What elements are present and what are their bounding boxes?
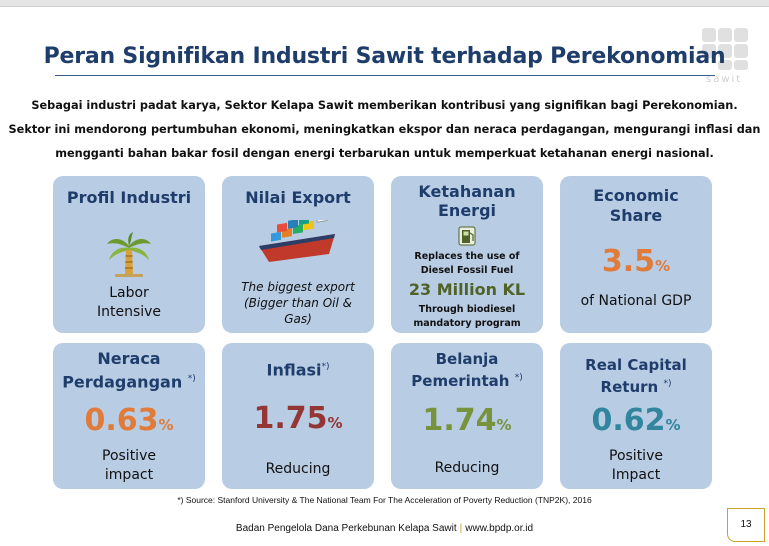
footnote-mark: *) <box>321 362 330 372</box>
card-text: impact <box>104 467 154 483</box>
title-text: Inflasi <box>266 360 322 380</box>
card-title: Perdagangan *) <box>53 369 205 392</box>
intro-line: mengganti bahan bakar fosil dengan energ… <box>55 147 714 160</box>
value-number: 1.74 <box>422 403 497 438</box>
source-footnote: *) Source: Stanford University & The Nat… <box>177 495 592 505</box>
card-text: Replaces the use of <box>414 251 520 262</box>
card-text: The biggest export <box>241 280 355 294</box>
logo-text: sawit <box>706 74 743 85</box>
trade-balance-value: 0.63% <box>53 403 205 438</box>
footnote-mark: *) <box>663 379 672 389</box>
palm-tree-icon <box>107 232 151 277</box>
logo-square <box>734 28 748 42</box>
card-title: Ketahanan <box>418 182 516 201</box>
card-title: Inflasi*) <box>222 357 374 380</box>
card-title: Belanja <box>435 350 499 368</box>
card-ketahanan-energi: Ketahanan Energi Replaces the use of Die… <box>391 176 543 333</box>
inflation-value: 1.75% <box>222 401 374 436</box>
card-title: Real Capital <box>585 356 687 374</box>
card-text: Intensive <box>96 304 162 320</box>
card-text: Diesel Fossil Fuel <box>420 265 514 276</box>
value-unit: % <box>655 257 671 275</box>
title-text: Pemerintah <box>411 372 510 390</box>
gdp-share-value: 3.5% <box>560 244 712 279</box>
card-title: Profil Industri <box>66 188 192 207</box>
card-text: Positive <box>609 448 663 464</box>
value-number: 1.75 <box>253 401 328 436</box>
title-text: Return <box>600 378 659 396</box>
card-text: Labor <box>109 285 149 301</box>
title-text: Perdagangan <box>62 372 183 392</box>
value-unit: % <box>496 416 512 434</box>
card-title: Nilai Export <box>245 188 351 207</box>
footer-separator: | <box>459 523 463 534</box>
card-text: Gas) <box>284 312 312 326</box>
value-unit: % <box>327 414 343 432</box>
card-title: Pemerintah *) <box>391 368 543 391</box>
card-title: Share <box>609 206 663 225</box>
card-title: Energi <box>438 201 496 220</box>
value-number: 3.5 <box>601 244 656 279</box>
card-text: Through biodiesel <box>418 304 516 315</box>
card-text: Reducing <box>434 460 500 476</box>
page-number-box: 13 <box>727 508 765 542</box>
card-real-capital-return: Real Capital Return *) 0.62% Positive Im… <box>560 343 712 489</box>
card-nilai-export: Nilai Export The biggest export (Bigger … <box>222 176 374 333</box>
value-number: 0.62 <box>591 403 666 438</box>
footer-url[interactable]: www.bpdp.or.id <box>465 523 534 534</box>
card-neraca-perdagangan: Neraca Perdagangan *) 0.63% Positive imp… <box>53 343 205 489</box>
card-belanja-pemerintah: Belanja Pemerintah *) 1.74% Reducing <box>391 343 543 489</box>
intro-line: Sektor ini mendorong pertumbuhan ekonomi… <box>8 123 761 136</box>
value-number: 0.63 <box>84 403 159 438</box>
card-economic-share: Economic Share 3.5% of National GDP <box>560 176 712 333</box>
footer-org: Badan Pengelola Dana Perkebunan Kelapa S… <box>235 523 457 534</box>
card-title: Return *) <box>560 374 712 397</box>
fuel-pump-icon <box>458 226 476 246</box>
energy-value: 23 Million KL <box>408 280 526 299</box>
footer: Badan Pengelola Dana Perkebunan Kelapa S… <box>0 523 769 534</box>
capital-return-value: 0.62% <box>560 403 712 438</box>
logo-square <box>718 28 732 42</box>
value-unit: % <box>158 416 174 434</box>
card-text: (Bigger than Oil & <box>244 296 352 310</box>
card-profil-industri: Profil Industri Labor Intensive <box>53 176 205 333</box>
intro-paragraph: Sebagai industri padat karya, Sektor Kel… <box>0 94 769 166</box>
footnote-mark: *) <box>514 373 523 383</box>
page-title: Peran Signifikan Industri Sawit terhadap… <box>0 44 769 76</box>
card-title: Neraca <box>97 349 161 368</box>
value-unit: % <box>665 416 681 434</box>
card-inflasi: Inflasi*) 1.75% Reducing <box>222 343 374 489</box>
card-text: of National GDP <box>580 293 692 309</box>
cargo-ship-icon <box>259 220 335 262</box>
card-text: Reducing <box>265 461 331 477</box>
logo-square <box>702 28 716 42</box>
card-text: mandatory program <box>413 318 521 329</box>
top-border <box>0 0 769 7</box>
card-text: Impact <box>611 467 661 483</box>
intro-line: Sebagai industri padat karya, Sektor Kel… <box>31 99 738 112</box>
page-number: 13 <box>740 519 752 530</box>
card-title: Economic <box>593 186 679 205</box>
footnote-mark: *) <box>187 374 196 384</box>
card-text: Positive <box>102 448 156 464</box>
gov-spending-value: 1.74% <box>391 403 543 438</box>
